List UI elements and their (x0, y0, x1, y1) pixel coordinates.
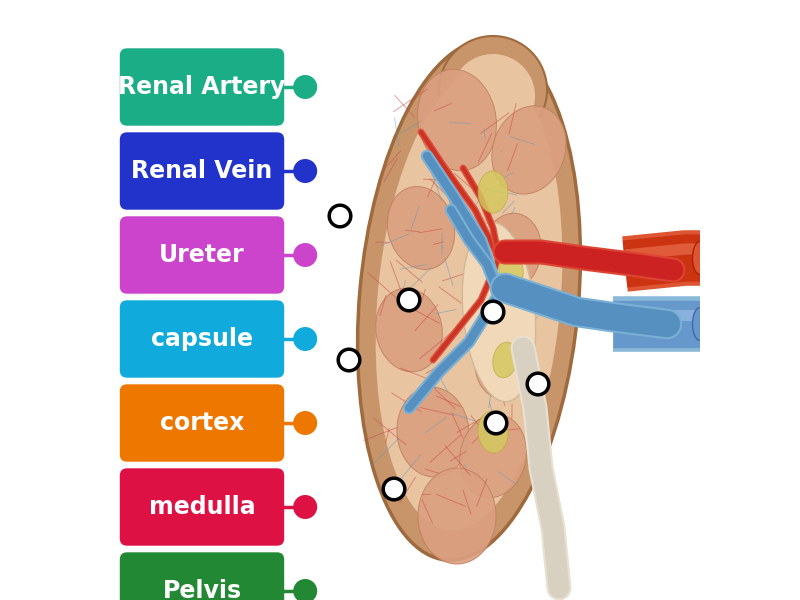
Text: medulla: medulla (149, 495, 255, 519)
Ellipse shape (478, 411, 508, 453)
Circle shape (294, 327, 318, 351)
Ellipse shape (693, 241, 707, 274)
Ellipse shape (418, 70, 497, 170)
Ellipse shape (481, 213, 542, 291)
Circle shape (338, 349, 360, 371)
Circle shape (294, 243, 318, 267)
FancyBboxPatch shape (120, 552, 284, 600)
Ellipse shape (418, 468, 496, 564)
FancyBboxPatch shape (120, 216, 284, 294)
Circle shape (294, 159, 318, 183)
Text: capsule: capsule (151, 327, 253, 351)
Ellipse shape (478, 171, 508, 213)
Ellipse shape (358, 40, 581, 560)
Text: Renal Artery: Renal Artery (118, 75, 286, 99)
Ellipse shape (462, 222, 536, 402)
Ellipse shape (451, 54, 535, 138)
Text: Renal Vein: Renal Vein (131, 159, 273, 183)
FancyBboxPatch shape (120, 300, 284, 378)
FancyBboxPatch shape (120, 48, 284, 125)
Ellipse shape (439, 36, 547, 144)
Circle shape (482, 301, 504, 323)
Ellipse shape (387, 187, 454, 269)
Ellipse shape (492, 106, 566, 194)
Ellipse shape (459, 415, 526, 497)
Text: Pelvis: Pelvis (162, 579, 242, 600)
FancyBboxPatch shape (120, 132, 284, 210)
Ellipse shape (397, 387, 469, 477)
Circle shape (294, 411, 318, 435)
Ellipse shape (693, 307, 707, 340)
FancyBboxPatch shape (120, 385, 284, 462)
Ellipse shape (376, 70, 562, 530)
Circle shape (527, 373, 549, 395)
Text: cortex: cortex (160, 411, 244, 435)
Ellipse shape (376, 288, 442, 372)
Circle shape (294, 579, 318, 600)
Ellipse shape (498, 252, 523, 288)
Circle shape (330, 205, 350, 227)
Circle shape (294, 495, 318, 519)
Ellipse shape (493, 342, 518, 378)
FancyBboxPatch shape (120, 468, 284, 546)
Circle shape (383, 478, 405, 500)
Ellipse shape (475, 321, 535, 399)
Circle shape (485, 412, 507, 434)
Circle shape (398, 289, 420, 311)
Text: Ureter: Ureter (159, 243, 245, 267)
Circle shape (294, 75, 318, 99)
